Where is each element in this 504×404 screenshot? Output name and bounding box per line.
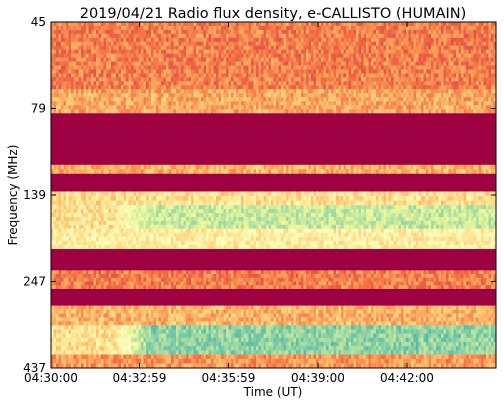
y-tick-label: 79	[31, 102, 46, 116]
y-axis: 45 79 139 247 437	[23, 15, 496, 375]
frequency-band	[51, 288, 497, 306]
y-tick-label: 139	[23, 188, 46, 202]
frequency-band	[51, 354, 497, 369]
frequency-band	[51, 191, 497, 206]
frequency-band	[51, 270, 497, 290]
frequency-band	[51, 228, 497, 250]
x-tick-label: 04:39:00	[291, 371, 345, 385]
x-axis-label: Time (UT)	[243, 385, 303, 399]
frequency-band	[51, 205, 497, 230]
y-tick-label: 45	[31, 15, 46, 29]
y-axis-label: Frequency (MHz)	[6, 145, 20, 246]
frequency-band	[51, 305, 497, 326]
x-axis: 04:30:00 04:32:59 04:35:59 04:39:00 04:42:00	[24, 22, 434, 385]
y-tick-label: 437	[23, 361, 46, 375]
x-tick-label: 04:42:00	[380, 371, 434, 385]
frequency-band	[51, 22, 497, 90]
chart-title: 2019/04/21 Radio flux density, e-CALLIST…	[80, 6, 467, 22]
frequency-band	[51, 89, 497, 114]
x-tick-label: 04:32:59	[113, 371, 167, 385]
x-tick-label: 04:35:59	[202, 371, 256, 385]
plot-area	[51, 22, 497, 369]
y-tick-label: 247	[23, 275, 46, 289]
x-tick-label: 04:30:00	[24, 371, 78, 385]
frequency-band	[51, 113, 497, 166]
frequency-band	[51, 249, 497, 271]
frequency-band	[51, 164, 497, 175]
frequency-band	[51, 173, 497, 192]
frequency-band	[51, 325, 497, 355]
